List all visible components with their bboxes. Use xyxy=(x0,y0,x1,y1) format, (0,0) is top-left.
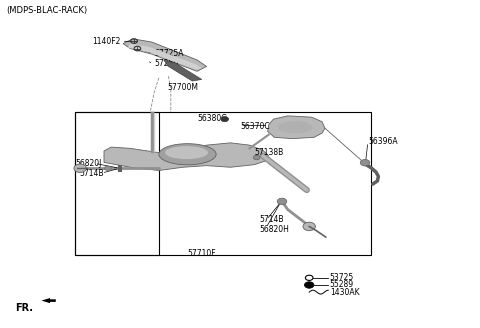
Ellipse shape xyxy=(278,121,312,133)
Bar xyxy=(75,112,159,255)
Text: 56370C: 56370C xyxy=(240,122,270,131)
Circle shape xyxy=(304,282,314,288)
Text: 1430AK: 1430AK xyxy=(330,288,360,297)
Polygon shape xyxy=(123,39,206,71)
Text: 57700M: 57700M xyxy=(168,83,198,92)
Text: 56396A: 56396A xyxy=(369,137,398,146)
Text: 1140F2: 1140F2 xyxy=(92,36,120,46)
Text: 57138B: 57138B xyxy=(254,148,284,157)
Ellipse shape xyxy=(159,144,216,165)
Circle shape xyxy=(105,166,111,171)
Polygon shape xyxy=(104,143,269,171)
Text: 56380G: 56380G xyxy=(197,114,227,123)
Text: 5714B: 5714B xyxy=(79,169,104,177)
Polygon shape xyxy=(164,60,202,81)
Text: 56820J: 56820J xyxy=(75,159,102,168)
Bar xyxy=(75,112,371,255)
Circle shape xyxy=(74,164,86,173)
Circle shape xyxy=(360,159,370,166)
Text: 5714B: 5714B xyxy=(259,215,284,224)
Text: (MDPS-BLAC-RACK): (MDPS-BLAC-RACK) xyxy=(6,6,87,15)
Text: 57260: 57260 xyxy=(154,59,179,68)
Text: 57710F: 57710F xyxy=(188,249,216,258)
Circle shape xyxy=(277,198,287,205)
Text: 56820H: 56820H xyxy=(259,225,289,234)
Text: FR.: FR. xyxy=(15,303,33,313)
Circle shape xyxy=(253,155,260,160)
Polygon shape xyxy=(41,298,56,303)
Text: 53725: 53725 xyxy=(330,273,354,282)
Text: 57725A: 57725A xyxy=(154,49,183,58)
Ellipse shape xyxy=(165,146,208,159)
Circle shape xyxy=(221,116,228,122)
Polygon shape xyxy=(268,116,325,139)
Polygon shape xyxy=(128,44,202,70)
Circle shape xyxy=(303,222,315,231)
Text: 55289: 55289 xyxy=(330,280,354,290)
